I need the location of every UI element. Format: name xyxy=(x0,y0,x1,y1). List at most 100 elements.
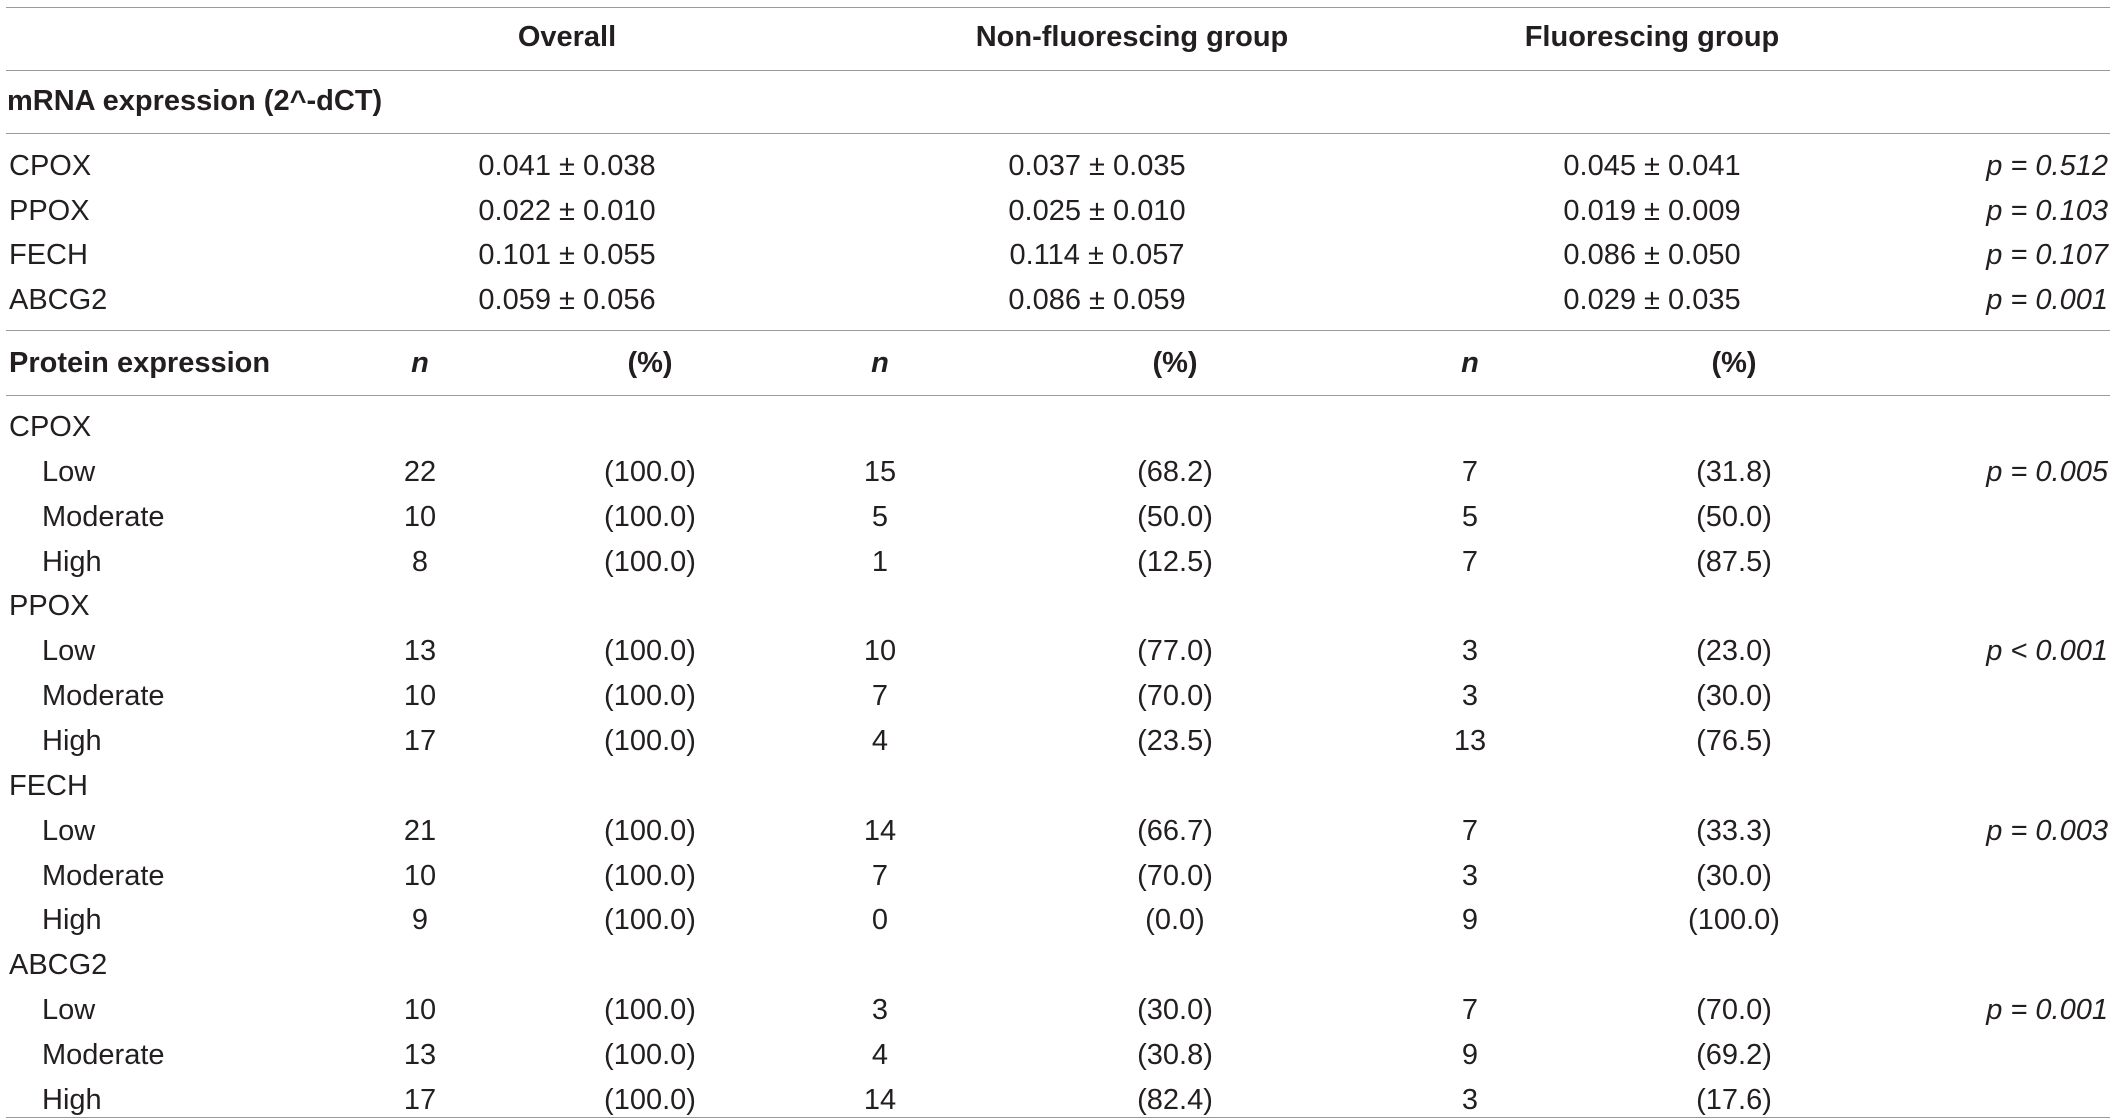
overall-n-value: 10 xyxy=(403,994,437,1027)
non-fluorescing-pct-value: (68.2) xyxy=(1137,455,1213,488)
fluorescing-pct-value: (33.3) xyxy=(1696,814,1772,847)
non-fluorescing-n-value: 5 xyxy=(871,500,889,533)
protein-group-label: FECH xyxy=(9,769,88,802)
fluorescing-pct-value: (23.0) xyxy=(1696,635,1772,668)
non-fluorescing-n-value: 14 xyxy=(863,814,897,847)
fluorescing-n-value: 7 xyxy=(1461,994,1479,1027)
mrna-row-label: FECH xyxy=(9,239,88,271)
protein-level-label: Low xyxy=(42,455,96,488)
non-fluorescing-n-value: 4 xyxy=(871,1038,889,1071)
non-fluorescing-pct-value: (30.0) xyxy=(1137,994,1213,1027)
fluorescing-n-value: 3 xyxy=(1461,1083,1479,1116)
overall-pct-value: (100.0) xyxy=(604,455,696,488)
protein-p-value: p = 0.001 xyxy=(1986,994,2108,1027)
fluorescing-n-value: 7 xyxy=(1461,814,1479,847)
protein-level-label: High xyxy=(42,724,102,757)
non-fluorescing-pct-value: (70.0) xyxy=(1137,680,1213,713)
mrna-end-rule xyxy=(6,330,2110,331)
mrna-title-rule xyxy=(6,133,2110,134)
overall-pct-value: (100.0) xyxy=(604,1038,696,1071)
mrna-overall-value: 0.022 ± 0.010 xyxy=(478,195,656,227)
protein-p-value: p = 0.005 xyxy=(1986,455,2108,488)
fluorescing-pct-value: (76.5) xyxy=(1696,724,1772,757)
fluorescing-pct-value: (70.0) xyxy=(1696,994,1772,1027)
mrna-row-label: CPOX xyxy=(9,150,92,182)
protein-group-label: CPOX xyxy=(9,411,92,443)
mrna-section-title: mRNA expression (2^-dCT) xyxy=(7,85,383,117)
fluorescing-n-value: 3 xyxy=(1461,680,1479,713)
fluorescing-n-value: 3 xyxy=(1461,859,1479,892)
fluorescing-n-header: n xyxy=(1461,347,1479,379)
fluorescing-n-value: 9 xyxy=(1461,1038,1479,1071)
protein-level-label: Moderate xyxy=(42,859,165,892)
mrna-non-fluorescing-value: 0.037 ± 0.035 xyxy=(1008,150,1186,182)
protein-p-value: p = 0.003 xyxy=(1986,814,2108,847)
non-fluorescing-pct-value: (30.8) xyxy=(1137,1038,1213,1071)
overall-n-value: 13 xyxy=(403,635,437,668)
overall-n-value: 13 xyxy=(403,1038,437,1071)
overall-pct-header: (%) xyxy=(627,347,673,379)
overall-n-value: 22 xyxy=(403,455,437,488)
non-fluorescing-n-value: 3 xyxy=(871,994,889,1027)
protein-p-value: p < 0.001 xyxy=(1986,635,2108,668)
mrna-p-value: p = 0.512 xyxy=(1986,150,2108,182)
mrna-non-fluorescing-value: 0.114 ± 0.057 xyxy=(1009,239,1185,271)
fluorescing-pct-value: (30.0) xyxy=(1696,680,1772,713)
header-non-fluorescing: Non-fluorescing group xyxy=(975,21,1289,53)
non-fluorescing-n-value: 7 xyxy=(871,859,889,892)
top-rule xyxy=(6,7,2110,8)
non-fluorescing-pct-value: (66.7) xyxy=(1137,814,1213,847)
overall-n-value: 17 xyxy=(403,724,437,757)
non-fluorescing-n-value: 10 xyxy=(863,635,897,668)
fluorescing-pct-header: (%) xyxy=(1711,347,1757,379)
protein-level-label: High xyxy=(42,904,102,937)
overall-pct-value: (100.0) xyxy=(604,635,696,668)
mrna-overall-value: 0.041 ± 0.038 xyxy=(478,150,656,182)
mrna-p-value: p = 0.107 xyxy=(1986,239,2108,271)
header-fluorescing: Fluorescing group xyxy=(1524,21,1780,53)
protein-level-label: Moderate xyxy=(42,680,165,713)
mrna-fluorescing-value: 0.086 ± 0.050 xyxy=(1563,239,1741,271)
header-overall: Overall xyxy=(517,21,617,53)
overall-pct-value: (100.0) xyxy=(604,680,696,713)
mrna-p-value: p = 0.001 xyxy=(1986,284,2108,316)
overall-n-value: 21 xyxy=(403,814,437,847)
mrna-overall-value: 0.059 ± 0.056 xyxy=(478,284,656,316)
overall-n-value: 17 xyxy=(403,1083,437,1116)
non-fluorescing-pct-value: (77.0) xyxy=(1137,635,1213,668)
protein-header-rule xyxy=(6,395,2110,396)
fluorescing-pct-value: (87.5) xyxy=(1696,545,1772,578)
fluorescing-pct-value: (69.2) xyxy=(1696,1038,1772,1071)
protein-level-label: Low xyxy=(42,814,96,847)
overall-n-value: 8 xyxy=(411,545,429,578)
overall-pct-value: (100.0) xyxy=(604,904,696,937)
mrna-non-fluorescing-value: 0.086 ± 0.059 xyxy=(1008,284,1186,316)
fluorescing-pct-value: (30.0) xyxy=(1696,859,1772,892)
non-fluorescing-n-value: 1 xyxy=(871,545,889,578)
overall-n-value: 10 xyxy=(403,859,437,892)
fluorescing-n-value: 5 xyxy=(1461,500,1479,533)
mrna-row-label: ABCG2 xyxy=(9,284,108,316)
non-fluorescing-n-value: 4 xyxy=(871,724,889,757)
protein-group-label: ABCG2 xyxy=(9,949,108,982)
overall-n-header: n xyxy=(411,347,429,379)
non-fluorescing-pct-value: (82.4) xyxy=(1137,1083,1213,1116)
non-fluorescing-pct-value: (50.0) xyxy=(1137,500,1213,533)
overall-pct-value: (100.0) xyxy=(604,500,696,533)
fluorescing-n-value: 13 xyxy=(1453,724,1487,757)
protein-level-label: High xyxy=(42,545,102,578)
non-fluorescing-n-value: 7 xyxy=(871,680,889,713)
bottom-rule xyxy=(6,1117,2110,1118)
mrna-fluorescing-value: 0.029 ± 0.035 xyxy=(1563,284,1741,316)
protein-level-label: Moderate xyxy=(42,1038,165,1071)
protein-level-label: Low xyxy=(42,635,96,668)
fluorescing-n-value: 7 xyxy=(1461,455,1479,488)
mrna-fluorescing-value: 0.045 ± 0.041 xyxy=(1563,150,1741,182)
overall-pct-value: (100.0) xyxy=(604,545,696,578)
mrna-p-value: p = 0.103 xyxy=(1986,195,2108,227)
protein-level-label: Low xyxy=(42,994,96,1027)
non-fluorescing-pct-value: (23.5) xyxy=(1137,724,1213,757)
fluorescing-n-value: 7 xyxy=(1461,545,1479,578)
fluorescing-n-value: 9 xyxy=(1461,904,1479,937)
